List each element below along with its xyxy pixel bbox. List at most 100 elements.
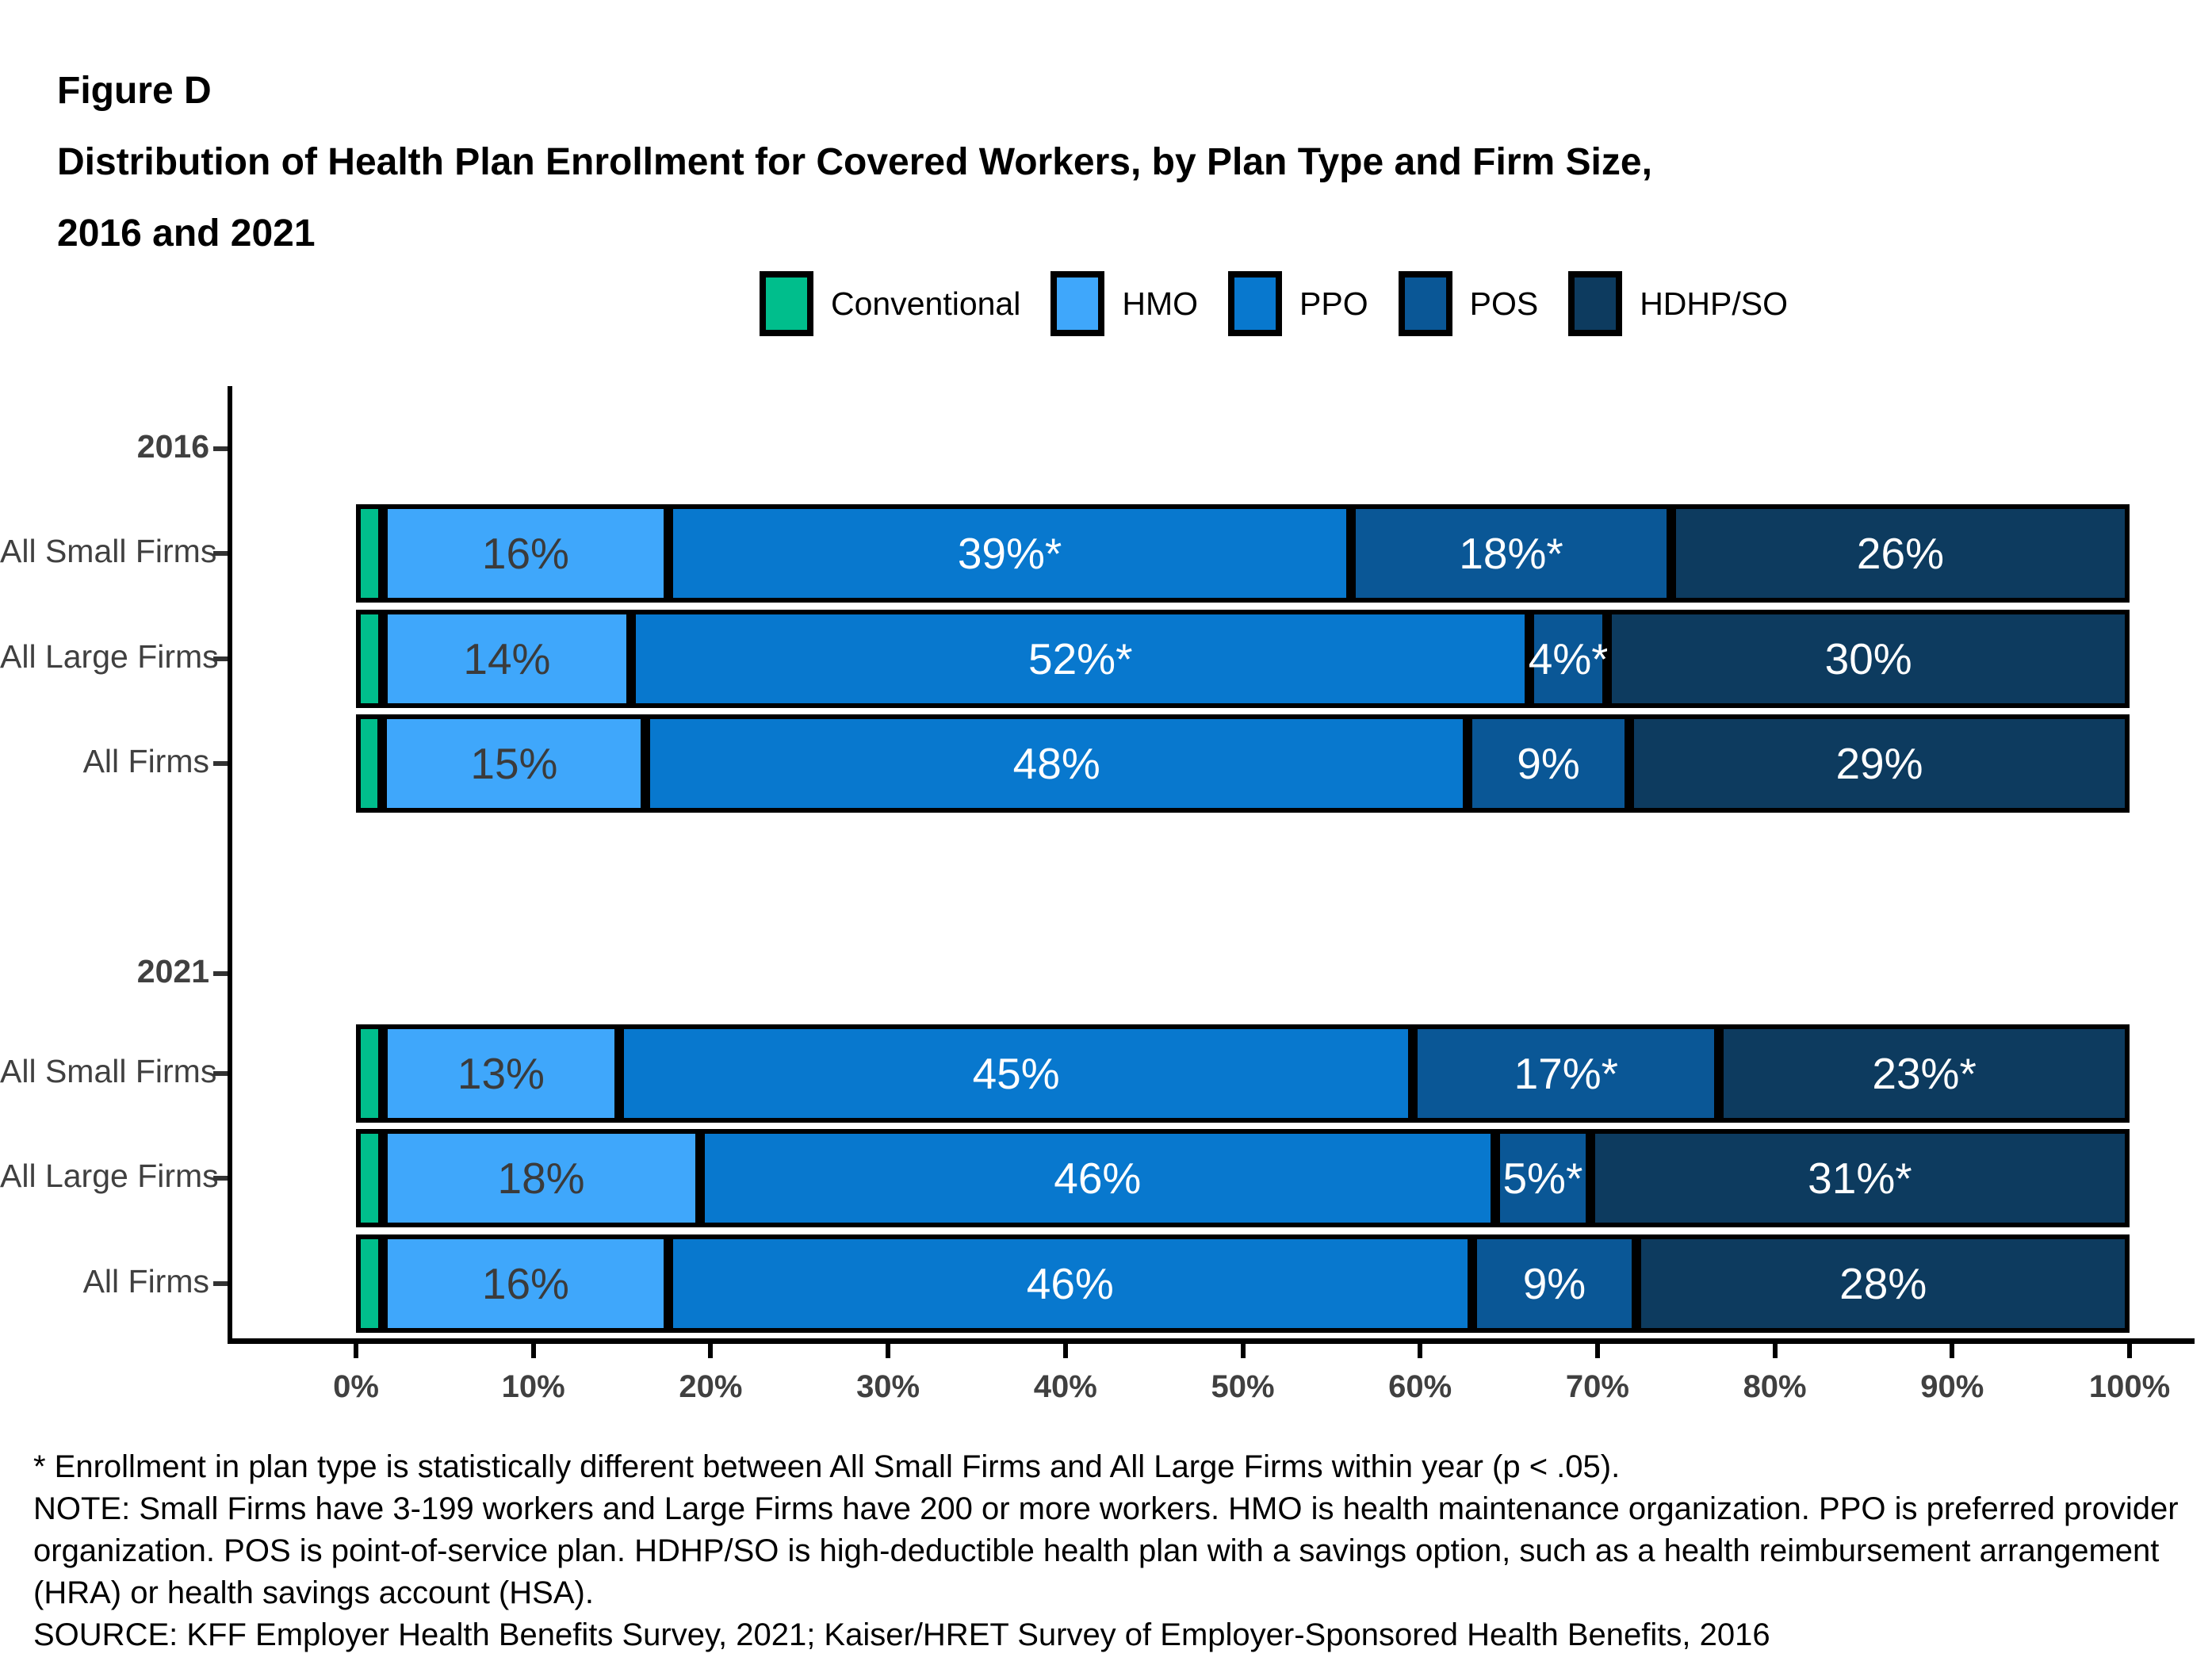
x-axis-tick-label: 10% [501,1369,565,1404]
bar-segment-hmo: 18% [382,1129,700,1227]
bar-segment-hdhp-so: 31%* [1590,1129,2130,1227]
y-axis-tick [213,656,228,661]
bar-value-label: 29% [1835,738,1923,788]
x-axis-tick [354,1344,358,1358]
legend-swatch-icon [1051,271,1105,336]
y-axis-tick [213,551,228,556]
y-axis-tick [213,761,228,766]
x-axis-tick-label: 80% [1743,1369,1807,1404]
bar-segment-hmo: 13% [382,1024,619,1123]
bar-value-label: 52%* [1028,633,1133,683]
bar-segment-pos: 9% [1467,714,1630,813]
bar-value-label: 26% [1856,528,1945,578]
y-axis-line [228,386,232,1344]
bar-segment-ppo: 45% [618,1024,1414,1123]
bar-segment-conventional [356,1024,383,1123]
legend-swatch-icon [1228,271,1282,336]
footnote-note-1: NOTE: Small Firms have 3-199 workers and… [33,1491,2179,1526]
bar-value-label: 9% [1517,738,1580,788]
legend-item-conventional: Conventional [760,271,1020,336]
legend-label: PPO [1299,285,1368,322]
stacked-bar-all-small-firms: 16% 39%* 18%* 26% [356,504,2130,603]
x-axis-tick-label: 30% [856,1369,920,1404]
y-axis-category-label: All Small Firms [0,1053,217,1089]
bar-value-label: 5%* [1502,1153,1583,1203]
bar-segment-conventional [356,1129,383,1227]
x-axis-tick [1418,1344,1423,1358]
bar-segment-pos: 17%* [1413,1024,1720,1123]
footnote-significance: * Enrollment in plan type is statistical… [33,1449,1621,1484]
bar-segment-pos: 9% [1471,1234,1637,1333]
legend-label: HDHP/SO [1640,285,1788,322]
bar-segment-ppo: 48% [645,714,1468,813]
x-axis-tick [1772,1344,1778,1358]
x-axis-tick [530,1344,536,1358]
bar-segment-ppo: 52%* [631,610,1530,708]
legend-item-hdhp-so: HDHP/SO [1568,271,1788,336]
stacked-bar-all-small-firms: 13% 45% 17%* 23%* [356,1024,2130,1123]
y-axis-year-label: 2016 [136,428,209,465]
bar-segment-conventional [356,1234,383,1333]
bar-value-label: 45% [972,1048,1060,1098]
legend-label: Conventional [831,285,1021,322]
bar-value-label: 4%* [1528,633,1609,683]
bar-segment-conventional [356,610,383,708]
figure-title-line2: 2016 and 2021 [57,212,316,255]
bar-segment-pos: 4%* [1528,610,1609,708]
bar-value-label: 23%* [1872,1048,1977,1098]
x-axis-tick-label: 60% [1388,1369,1452,1404]
bar-value-label: 14% [463,633,551,683]
bar-value-label: 48% [1012,738,1100,788]
legend-item-ppo: PPO [1228,271,1368,336]
footnotes: * Enrollment in plan type is statistical… [33,1446,2190,1656]
x-axis-tick [1950,1344,1955,1358]
bar-segment-hdhp-so: 23%* [1719,1024,2130,1123]
x-axis-line [228,1338,2195,1344]
x-axis-tick [708,1344,714,1358]
bar-value-label: 17%* [1514,1048,1619,1098]
y-axis-category-label: All Large Firms [0,1158,219,1194]
y-axis-tick [213,971,228,976]
bar-value-label: 46% [1026,1258,1114,1308]
bar-segment-conventional [356,714,383,813]
stacked-bar-all-firms: 16% 46% 9% 28% [356,1234,2130,1333]
bar-value-label: 16% [481,528,569,578]
legend-swatch-icon [1568,271,1623,336]
x-axis-tick-label: 70% [1565,1369,1629,1404]
bar-segment-pos: 18%* [1351,504,1671,603]
y-axis-category-label: All Small Firms [0,533,217,569]
x-axis-tick-label: 90% [1920,1369,1984,1404]
bar-segment-hmo: 15% [382,714,646,813]
y-axis-tick [213,1281,228,1286]
legend-item-hmo: HMO [1051,271,1198,336]
bar-segment-ppo: 46% [668,1234,1472,1333]
legend-label: HMO [1122,285,1198,322]
x-axis-tick-label: 0% [333,1369,379,1404]
bar-segment-hmo: 14% [382,610,632,708]
bar-segment-pos: 5%* [1495,1129,1590,1227]
footnote-source: SOURCE: KFF Employer Health Benefits Sur… [33,1617,1770,1652]
bar-value-label: 18%* [1459,528,1563,578]
bar-segment-hdhp-so: 30% [1607,610,2130,708]
bar-value-label: 28% [1839,1258,1927,1308]
bar-segment-hmo: 16% [382,1234,669,1333]
x-axis-tick-label: 40% [1033,1369,1097,1404]
stacked-bar-all-large-firms: 18% 46% 5%* 31%* [356,1129,2130,1227]
bar-value-label: 30% [1824,633,1912,683]
y-axis-category-label: All Large Firms [0,638,219,675]
bar-value-label: 31%* [1808,1153,1912,1203]
x-axis-tick-label: 20% [679,1369,743,1404]
stacked-bar-all-large-firms: 14% 52%* 4%* 30% [356,610,2130,708]
bar-segment-hmo: 16% [382,504,669,603]
figure-title-line1: Distribution of Health Plan Enrollment f… [57,141,1652,183]
bar-value-label: 39%* [957,528,1062,578]
bar-value-label: 15% [470,738,558,788]
x-axis-tick [1594,1344,1600,1358]
y-axis-tick [213,1071,228,1076]
bar-segment-hdhp-so: 28% [1636,1234,2130,1333]
legend-swatch-icon [760,271,813,336]
footnote-note-3: (HRA) or health savings account (HSA). [33,1575,594,1610]
figure-label: Figure D [57,70,212,112]
